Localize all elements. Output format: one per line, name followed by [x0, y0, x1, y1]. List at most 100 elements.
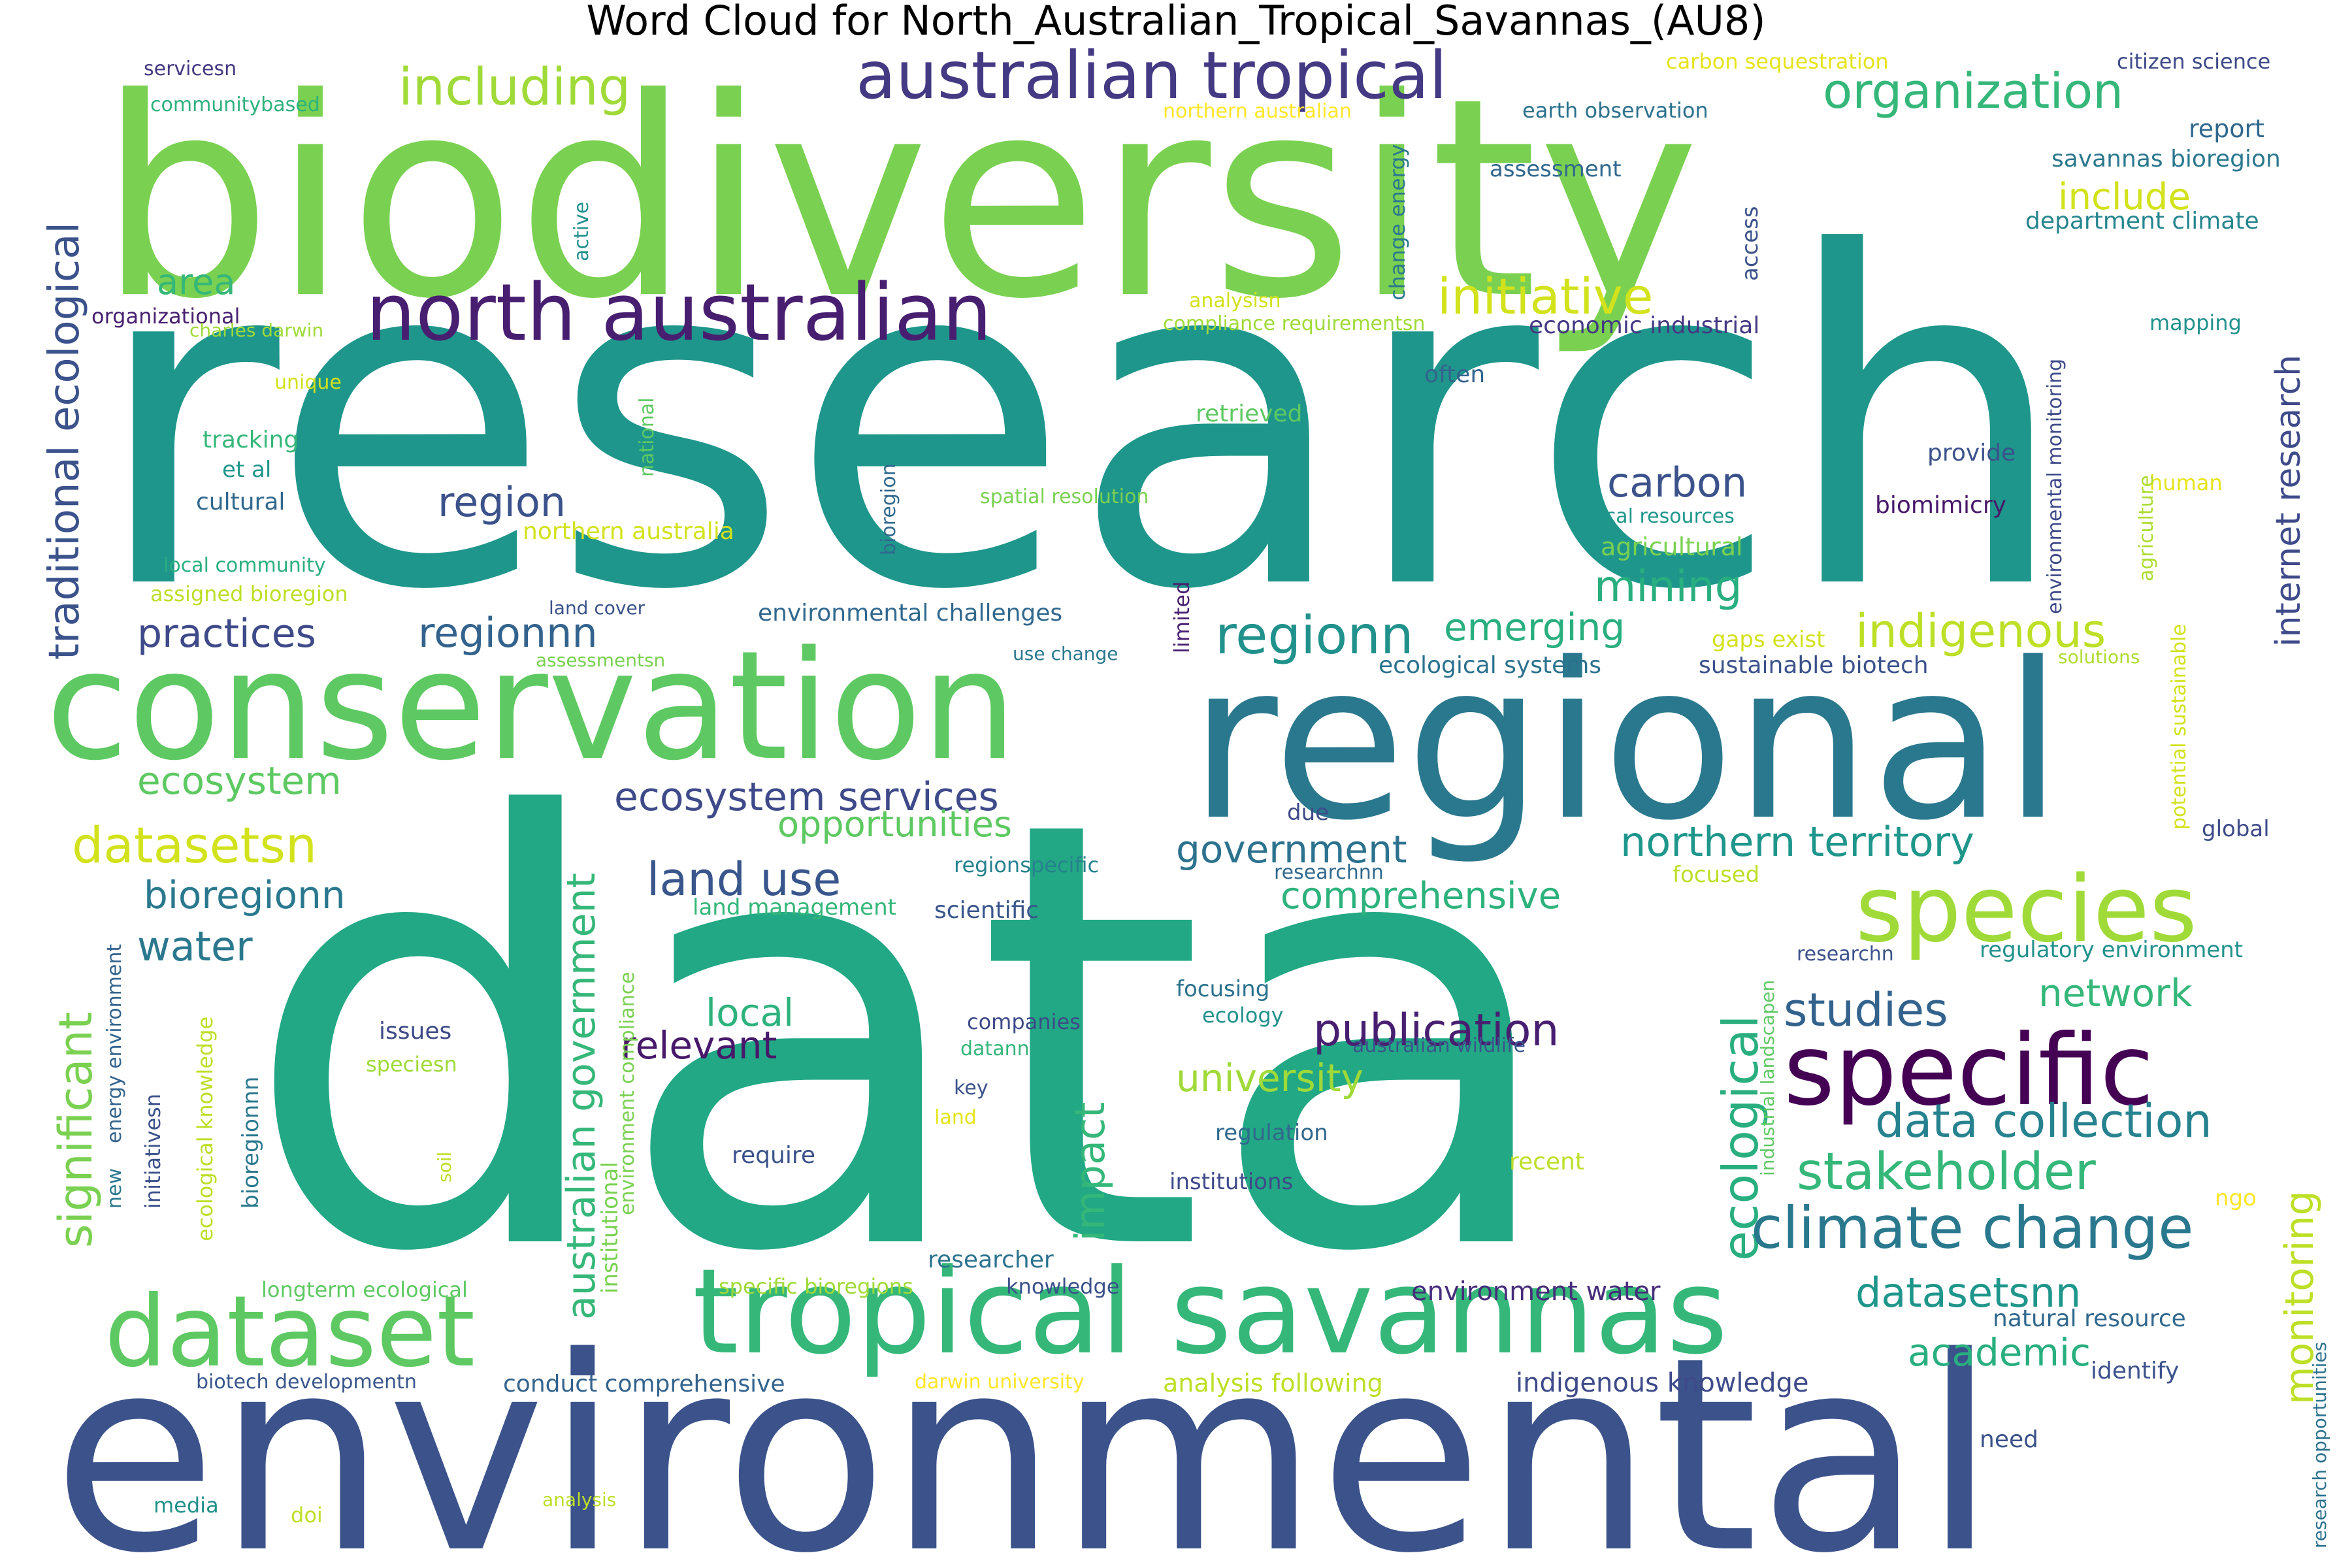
word-industrial-landscapen: industrial landscapen	[1757, 980, 1778, 1176]
word-northern-territory: northern territory	[1620, 818, 1974, 866]
word-specific-bioregions: specific bioregions	[719, 1274, 913, 1299]
word-require: require	[732, 1142, 815, 1169]
word-compliance-requirementsn: compliance requirementsn	[1163, 312, 1425, 335]
word-citizen-science: citizen science	[2117, 49, 2270, 74]
word-natural-resource: natural resource	[1993, 1305, 2186, 1332]
word-relevant: relevant	[621, 1023, 777, 1068]
word-data-collection: data collection	[1875, 1094, 2212, 1148]
word-soil: soil	[434, 1152, 455, 1183]
word-gaps-exist: gaps exist	[1712, 627, 1825, 653]
word-region: region	[438, 478, 566, 526]
word-land-cover: land cover	[549, 597, 645, 619]
word-human: human	[2149, 470, 2223, 495]
word-biodiversity: biodiversity	[98, 40, 1700, 359]
word-identify: identify	[2091, 1358, 2179, 1384]
word-unique: unique	[274, 371, 342, 394]
word-environment-compliance: environment compliance	[616, 972, 639, 1215]
word-land-use: land use	[647, 853, 841, 906]
word-network: network	[2038, 971, 2193, 1015]
word-agriculture: agriculture	[2135, 475, 2158, 581]
word-traditional-ecological: traditional ecological	[41, 222, 89, 660]
word-significant: significant	[49, 1012, 103, 1248]
word-land-management: land management	[693, 894, 896, 921]
word-savannas-bioregion: savannas bioregion	[2051, 146, 2281, 172]
word-global: global	[2202, 816, 2270, 842]
word-ecological-systems: ecological systems	[1379, 652, 1601, 679]
chart-title: Word Cloud for North_Australian_Tropical…	[586, 0, 1766, 44]
word-local-community: local community	[163, 554, 326, 577]
word-environmental-challenges: environmental challenges	[758, 600, 1062, 627]
word-studies: studies	[1784, 983, 1948, 1037]
word-bioregionn: bioregionn	[144, 873, 346, 917]
word-speciesn: speciesn	[366, 1052, 457, 1077]
word-change-energy: change energy	[1385, 144, 1410, 301]
word-report: report	[2189, 114, 2264, 143]
word-biotech-developmentn: biotech developmentn	[196, 1371, 417, 1394]
word-cultural: cultural	[196, 489, 285, 515]
word-assessmentsn: assessmentsn	[536, 649, 665, 671]
word-area: area	[157, 261, 235, 302]
word-key: key	[954, 1077, 988, 1100]
word-organizational: organizational	[91, 304, 240, 329]
word-conduct-comprehensive: conduct comprehensive	[503, 1371, 785, 1397]
word-communitybased: communitybased	[150, 93, 320, 116]
word-include: include	[2058, 176, 2191, 218]
word-charles-darwin: charles darwin	[189, 319, 323, 341]
word-land: land	[934, 1106, 977, 1129]
word-tropical-savannas: tropical savannas	[693, 1244, 1728, 1380]
word-environment-water: environment water	[1411, 1277, 1661, 1307]
word-conservation: conservation	[46, 619, 1017, 794]
word-practices: practices	[137, 611, 316, 657]
word-carbon-sequestration: carbon sequestration	[1666, 49, 1889, 74]
word-specific: specific	[1784, 1014, 2154, 1128]
word-institutional: institutional	[597, 1162, 623, 1294]
word-ecological-knowledge: ecological knowledge	[193, 1017, 218, 1241]
word-agricultural: agricultural	[1601, 532, 1743, 561]
word-economic-industrial: economic industrial	[1529, 312, 1759, 339]
word-initiative: initiative	[1437, 267, 1654, 325]
word-darwin-university: darwin university	[915, 1371, 1085, 1394]
word-environmental-monitoring: environmental monitoring	[2044, 359, 2066, 614]
word-stakeholder: stakeholder	[1797, 1143, 2097, 1201]
word-researchn: researchn	[1797, 943, 1894, 966]
word-focusing: focusing	[1176, 976, 1269, 1002]
word-including: including	[399, 58, 630, 117]
word-regionn: regionn	[1215, 605, 1414, 666]
word-institutions: institutions	[1169, 1169, 1293, 1195]
word-indigenous-knowledge: indigenous knowledge	[1516, 1368, 1809, 1398]
word-bioregionnn: bioregionnn	[238, 1077, 264, 1209]
word-tracking: tracking	[203, 427, 299, 453]
word-researchnn: researchnn	[1274, 861, 1384, 884]
word-recent: recent	[1509, 1149, 1584, 1175]
word-issues: issues	[379, 1018, 451, 1045]
word-environmental: environmental	[52, 1299, 1997, 1568]
word-use-change: use change	[1013, 643, 1119, 664]
word-provide: provide	[1927, 440, 2016, 466]
word-ngo: ngo	[2215, 1185, 2257, 1211]
word-new: new	[103, 1168, 126, 1209]
word-ecosystem-services: ecosystem services	[614, 774, 999, 820]
word-potential-sustainable: potential sustainable	[2168, 624, 2191, 830]
word-analysisn: analysisn	[1189, 289, 1281, 312]
word-sustainable-biotech: sustainable biotech	[1699, 652, 1929, 679]
word-climate-change: climate change	[1751, 1194, 2193, 1262]
word-datasetsn: datasetsn	[72, 816, 317, 874]
word-assigned-bioregion: assigned bioregion	[150, 581, 348, 606]
word-servicesn: servicesn	[144, 57, 237, 80]
word-water: water	[137, 923, 253, 970]
word-local-resources: local resources	[1588, 505, 1735, 528]
word-analysis: analysis	[542, 1489, 616, 1511]
word-organization: organization	[1823, 63, 2123, 120]
word-australian-tropical: australian tropical	[856, 37, 1447, 114]
word-analysis-following: analysis following	[1163, 1369, 1383, 1397]
word-mining: mining	[1594, 561, 1742, 612]
word-government: government	[1176, 827, 1407, 872]
word-academic: academic	[1908, 1330, 2091, 1375]
word-australian-government: australian government	[559, 873, 604, 1320]
word-need: need	[1980, 1426, 2038, 1453]
word-limited: limited	[1169, 581, 1194, 653]
word-scientific: scientific	[934, 897, 1039, 924]
word-due: due	[1287, 800, 1329, 826]
word-media: media	[154, 1493, 219, 1518]
